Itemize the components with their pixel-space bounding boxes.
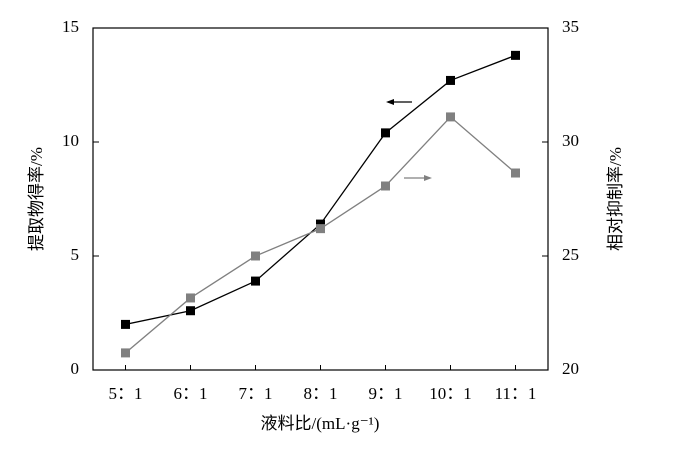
y2-tick-label: 20 [562, 359, 579, 378]
marker [121, 348, 130, 358]
y2-axis-label: 相对抑制率/% [606, 147, 625, 251]
y2-tick-label: 25 [562, 245, 579, 264]
marker [186, 306, 195, 316]
marker [316, 224, 325, 234]
marker [381, 181, 390, 191]
x-tick-label: 7：1 [239, 384, 273, 403]
y-tick-label: 10 [62, 131, 79, 150]
marker [251, 276, 260, 286]
y-tick-label: 5 [71, 245, 80, 264]
series-line [125, 116, 516, 354]
plot-frame [92, 27, 549, 371]
x-axis-label: 液料比/(mL·g⁻¹) [261, 414, 380, 433]
y-axis-label: 提取物得率/% [27, 147, 46, 251]
series-line [125, 54, 516, 326]
marker [381, 128, 390, 138]
marker [121, 319, 130, 329]
marker [251, 251, 260, 261]
x-tick-label: 9：1 [369, 384, 403, 403]
y2-tick-label: 35 [562, 17, 579, 36]
x-tick-label: 11：1 [495, 384, 537, 403]
y-tick-label: 0 [71, 359, 80, 378]
y2-tick-label: 30 [562, 131, 579, 150]
x-tick-label: 5：1 [109, 384, 143, 403]
x-tick-label: 6：1 [174, 384, 208, 403]
marker [446, 112, 455, 122]
right-arrow [404, 175, 432, 181]
marker [186, 293, 195, 303]
left-arrow [386, 99, 412, 105]
marker [446, 75, 455, 85]
marker [511, 168, 520, 178]
marker [316, 219, 325, 229]
x-tick-label: 10：1 [429, 384, 472, 403]
y-tick-label: 15 [62, 17, 79, 36]
marker [511, 50, 520, 60]
x-tick-label: 8：1 [304, 384, 338, 403]
